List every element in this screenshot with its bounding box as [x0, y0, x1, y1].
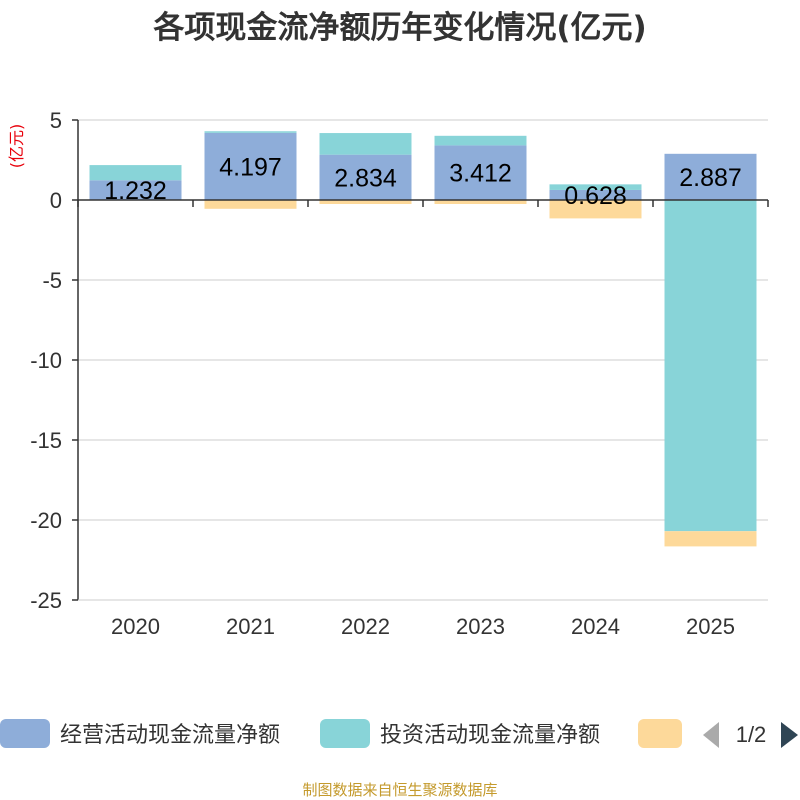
data-label: 2.887	[679, 164, 742, 192]
y-tick-label: -5	[42, 268, 62, 293]
y-tick-label: -10	[30, 348, 62, 373]
bar-s2-2021[interactable]	[204, 200, 297, 209]
bar-s1-2020[interactable]	[89, 165, 182, 181]
bar-s0-2022[interactable]	[319, 154, 412, 200]
x-tick-label: 2025	[686, 614, 735, 639]
y-tick-label: 0	[50, 188, 62, 213]
x-axis-ticks: 2020 2021 2022 2023 2024 2025	[111, 614, 735, 639]
bar-s1-2022[interactable]	[319, 133, 412, 155]
legend-next-page-icon[interactable]	[781, 722, 798, 748]
legend-label-investing[interactable]: 投资活动现金流量净额	[380, 723, 600, 748]
y-tick-label: 5	[50, 108, 62, 133]
bars	[89, 131, 757, 547]
bar-s2-2024[interactable]	[549, 200, 642, 219]
y-tick-label: -25	[30, 588, 62, 613]
legend: 经营活动现金流量净额 投资活动现金流量净额 1/2	[0, 719, 798, 748]
bar-s0-2020[interactable]	[89, 180, 182, 200]
data-label: 2.834	[334, 164, 397, 192]
bar-s0-2025[interactable]	[664, 153, 757, 200]
y-axis-unit-label: (亿元)	[7, 124, 26, 169]
data-label: 1.232	[104, 177, 167, 205]
bar-s1-2024[interactable]	[549, 184, 642, 190]
y-tick-label: -20	[30, 508, 62, 533]
bar-s2-2023[interactable]	[434, 200, 527, 204]
legend-swatch-operating[interactable]	[0, 719, 50, 748]
y-axis-ticks: 5 0 -5 -10 -15 -20 -25	[30, 108, 78, 613]
legend-swatch-financing[interactable]	[638, 719, 682, 748]
bar-s0-2023[interactable]	[434, 145, 527, 200]
legend-page-indicator: 1/2	[736, 722, 767, 747]
x-tick-label: 2020	[111, 614, 160, 639]
data-label: 0.628	[564, 182, 627, 210]
bar-s2-2022[interactable]	[319, 200, 412, 204]
legend-prev-page-icon[interactable]	[703, 722, 719, 748]
data-labels: 1.232 4.197 2.834 3.412 0.628 2.887	[104, 153, 742, 210]
data-label: 4.197	[219, 153, 282, 181]
data-label: 3.412	[449, 160, 512, 188]
bar-s2-2025[interactable]	[664, 531, 757, 547]
bar-s0-2021[interactable]	[204, 132, 297, 200]
bar-s1-2025[interactable]	[664, 200, 757, 532]
bar-s1-2021[interactable]	[204, 131, 297, 133]
x-tick-label: 2022	[341, 614, 390, 639]
y-tick-label: -15	[30, 428, 62, 453]
legend-swatch-investing[interactable]	[320, 719, 370, 748]
bar-s1-2023[interactable]	[434, 135, 527, 146]
legend-label-operating[interactable]: 经营活动现金流量净额	[60, 723, 280, 748]
x-tick-label: 2024	[571, 614, 620, 639]
x-tick-label: 2023	[456, 614, 505, 639]
bar-s0-2024[interactable]	[549, 189, 642, 200]
data-source-note: 制图数据来自恒生聚源数据库	[302, 781, 497, 799]
x-tick-label: 2021	[226, 614, 275, 639]
chart-title: 各项现金流净额历年变化情况(亿元)	[152, 10, 646, 46]
